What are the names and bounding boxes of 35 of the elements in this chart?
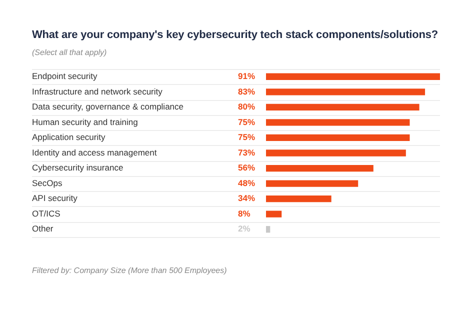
bar	[266, 195, 332, 202]
data-label: 75%	[238, 116, 256, 127]
bar	[266, 104, 420, 111]
bar	[266, 226, 270, 233]
bar	[266, 180, 358, 187]
data-label: 80%	[238, 102, 256, 112]
y-tick-label: Infrastructure and network security	[32, 86, 164, 96]
y-tick-label: Human security and training	[32, 116, 138, 127]
data-label: 56%	[238, 162, 256, 173]
y-tick-label: Identity and access management	[32, 147, 158, 158]
data-label: 91%	[238, 70, 256, 81]
bar	[266, 88, 426, 96]
data-label: 83%	[238, 86, 256, 96]
bar	[266, 73, 440, 80]
bar	[266, 150, 406, 156]
y-tick-label: SecOps	[32, 178, 62, 188]
data-label: 34%	[238, 193, 256, 204]
chart-title: What are your company's key cybersecurity tech stack components/solutions?	[32, 29, 438, 41]
text: (Select all that apply)	[32, 48, 107, 57]
y-tick-label: Cybersecurity insurance	[32, 162, 124, 173]
bar	[266, 119, 410, 126]
bar	[266, 164, 374, 172]
data-label: 73%	[238, 147, 256, 158]
y-tick-label: Endpoint security	[32, 70, 98, 81]
text: Filtered by: Company Size (More than 500 Employees)	[32, 266, 227, 275]
y-tick-label: OT/ICS	[32, 208, 61, 218]
data-label: 75%	[238, 132, 256, 142]
bar	[266, 134, 410, 142]
y-tick-label: Data security, governance & compliance	[32, 102, 184, 112]
y-tick-label: Application security	[32, 132, 106, 142]
bar	[266, 210, 282, 218]
data-label: 8%	[238, 208, 251, 218]
y-tick-label: Other	[32, 224, 54, 234]
data-label: 48%	[238, 178, 256, 188]
y-tick-label: API security	[32, 193, 78, 204]
